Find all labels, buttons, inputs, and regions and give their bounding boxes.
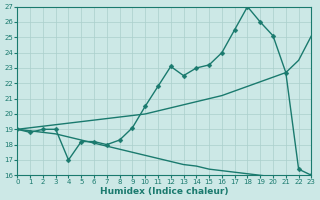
X-axis label: Humidex (Indice chaleur): Humidex (Indice chaleur) bbox=[100, 187, 228, 196]
